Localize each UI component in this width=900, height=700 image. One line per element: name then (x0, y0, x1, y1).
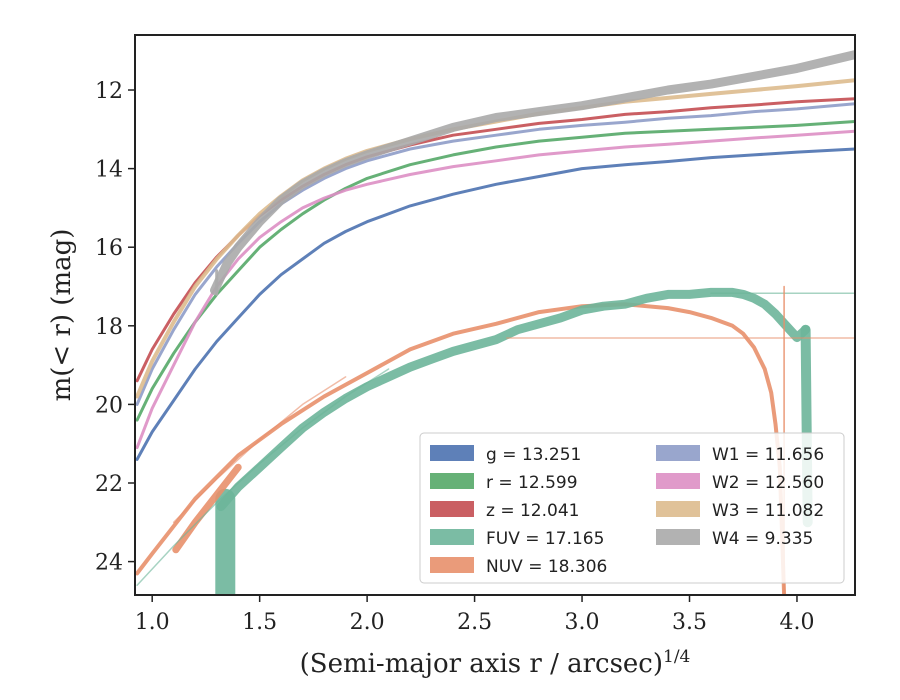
legend-label: W4 = 9.335 (712, 529, 813, 549)
legend-swatch (656, 501, 700, 517)
y-tick-label: 14 (95, 158, 123, 183)
x-tick-label: 2.0 (350, 610, 385, 635)
legend-swatch (430, 557, 474, 573)
x-tick-label: 4.0 (779, 610, 814, 635)
y-tick-label: 16 (95, 236, 123, 261)
x-tick-label: 1.5 (242, 610, 277, 635)
x-tick-label: 3.5 (672, 610, 707, 635)
x-tick-label: 2.5 (457, 610, 492, 635)
plot-frame (134, 34, 856, 596)
legend-box (419, 432, 845, 584)
y-tick-label: 22 (95, 472, 123, 497)
legend-label: g = 13.251 (486, 445, 581, 465)
legend-swatch (430, 529, 474, 545)
legend-swatch (656, 529, 700, 545)
legend-swatch (430, 473, 474, 489)
legend-swatch (656, 473, 700, 489)
series-line-4 (135, 129, 855, 450)
x-tick-label: 3.0 (565, 610, 600, 635)
y-tick-label: 24 (95, 551, 123, 576)
legend-swatch (430, 501, 474, 517)
x-tick-label: 1.0 (135, 610, 170, 635)
x-axis-label: (Semi-major axis r / arcsec)1/4 (300, 647, 691, 679)
legend-label: FUV = 17.165 (486, 529, 604, 549)
legend-swatch (430, 445, 474, 461)
legend-label: W2 = 12.560 (712, 473, 824, 493)
series-layer (135, 50, 855, 595)
series-line-0 (135, 147, 855, 461)
legend-label: r = 12.599 (486, 473, 578, 493)
y-tick-label: 18 (95, 315, 123, 340)
series-line-6 (210, 50, 855, 295)
legend-label: W1 = 11.656 (712, 445, 824, 465)
y-axis-label: m(< r) (mag) (47, 229, 77, 402)
legend: g = 13.251 r = 12.599 z = 12.041 FUV = 17.1… (419, 432, 845, 584)
series-line-13 (172, 376, 347, 524)
series-line-12 (136, 368, 390, 586)
y-tick-label: 12 (95, 79, 123, 104)
series-line-3 (135, 102, 855, 406)
series-line-11 (172, 463, 242, 554)
series-line-1 (135, 120, 855, 422)
legend-label: W3 = 11.082 (712, 501, 824, 521)
legend-swatch (656, 445, 700, 461)
y-tick-label: 20 (95, 393, 123, 418)
legend-label: z = 12.041 (486, 501, 579, 521)
x-axis-label-main: (Semi-major axis r / arcsec) (300, 649, 663, 679)
ticks-layer: 1.0 1.5 2.0 2.5 3.0 3.5 4.0 12 14 16 18 20 22 24 (95, 79, 814, 635)
x-axis-label-superscript: 1/4 (663, 647, 690, 667)
legend-label: NUV = 18.306 (486, 557, 607, 577)
